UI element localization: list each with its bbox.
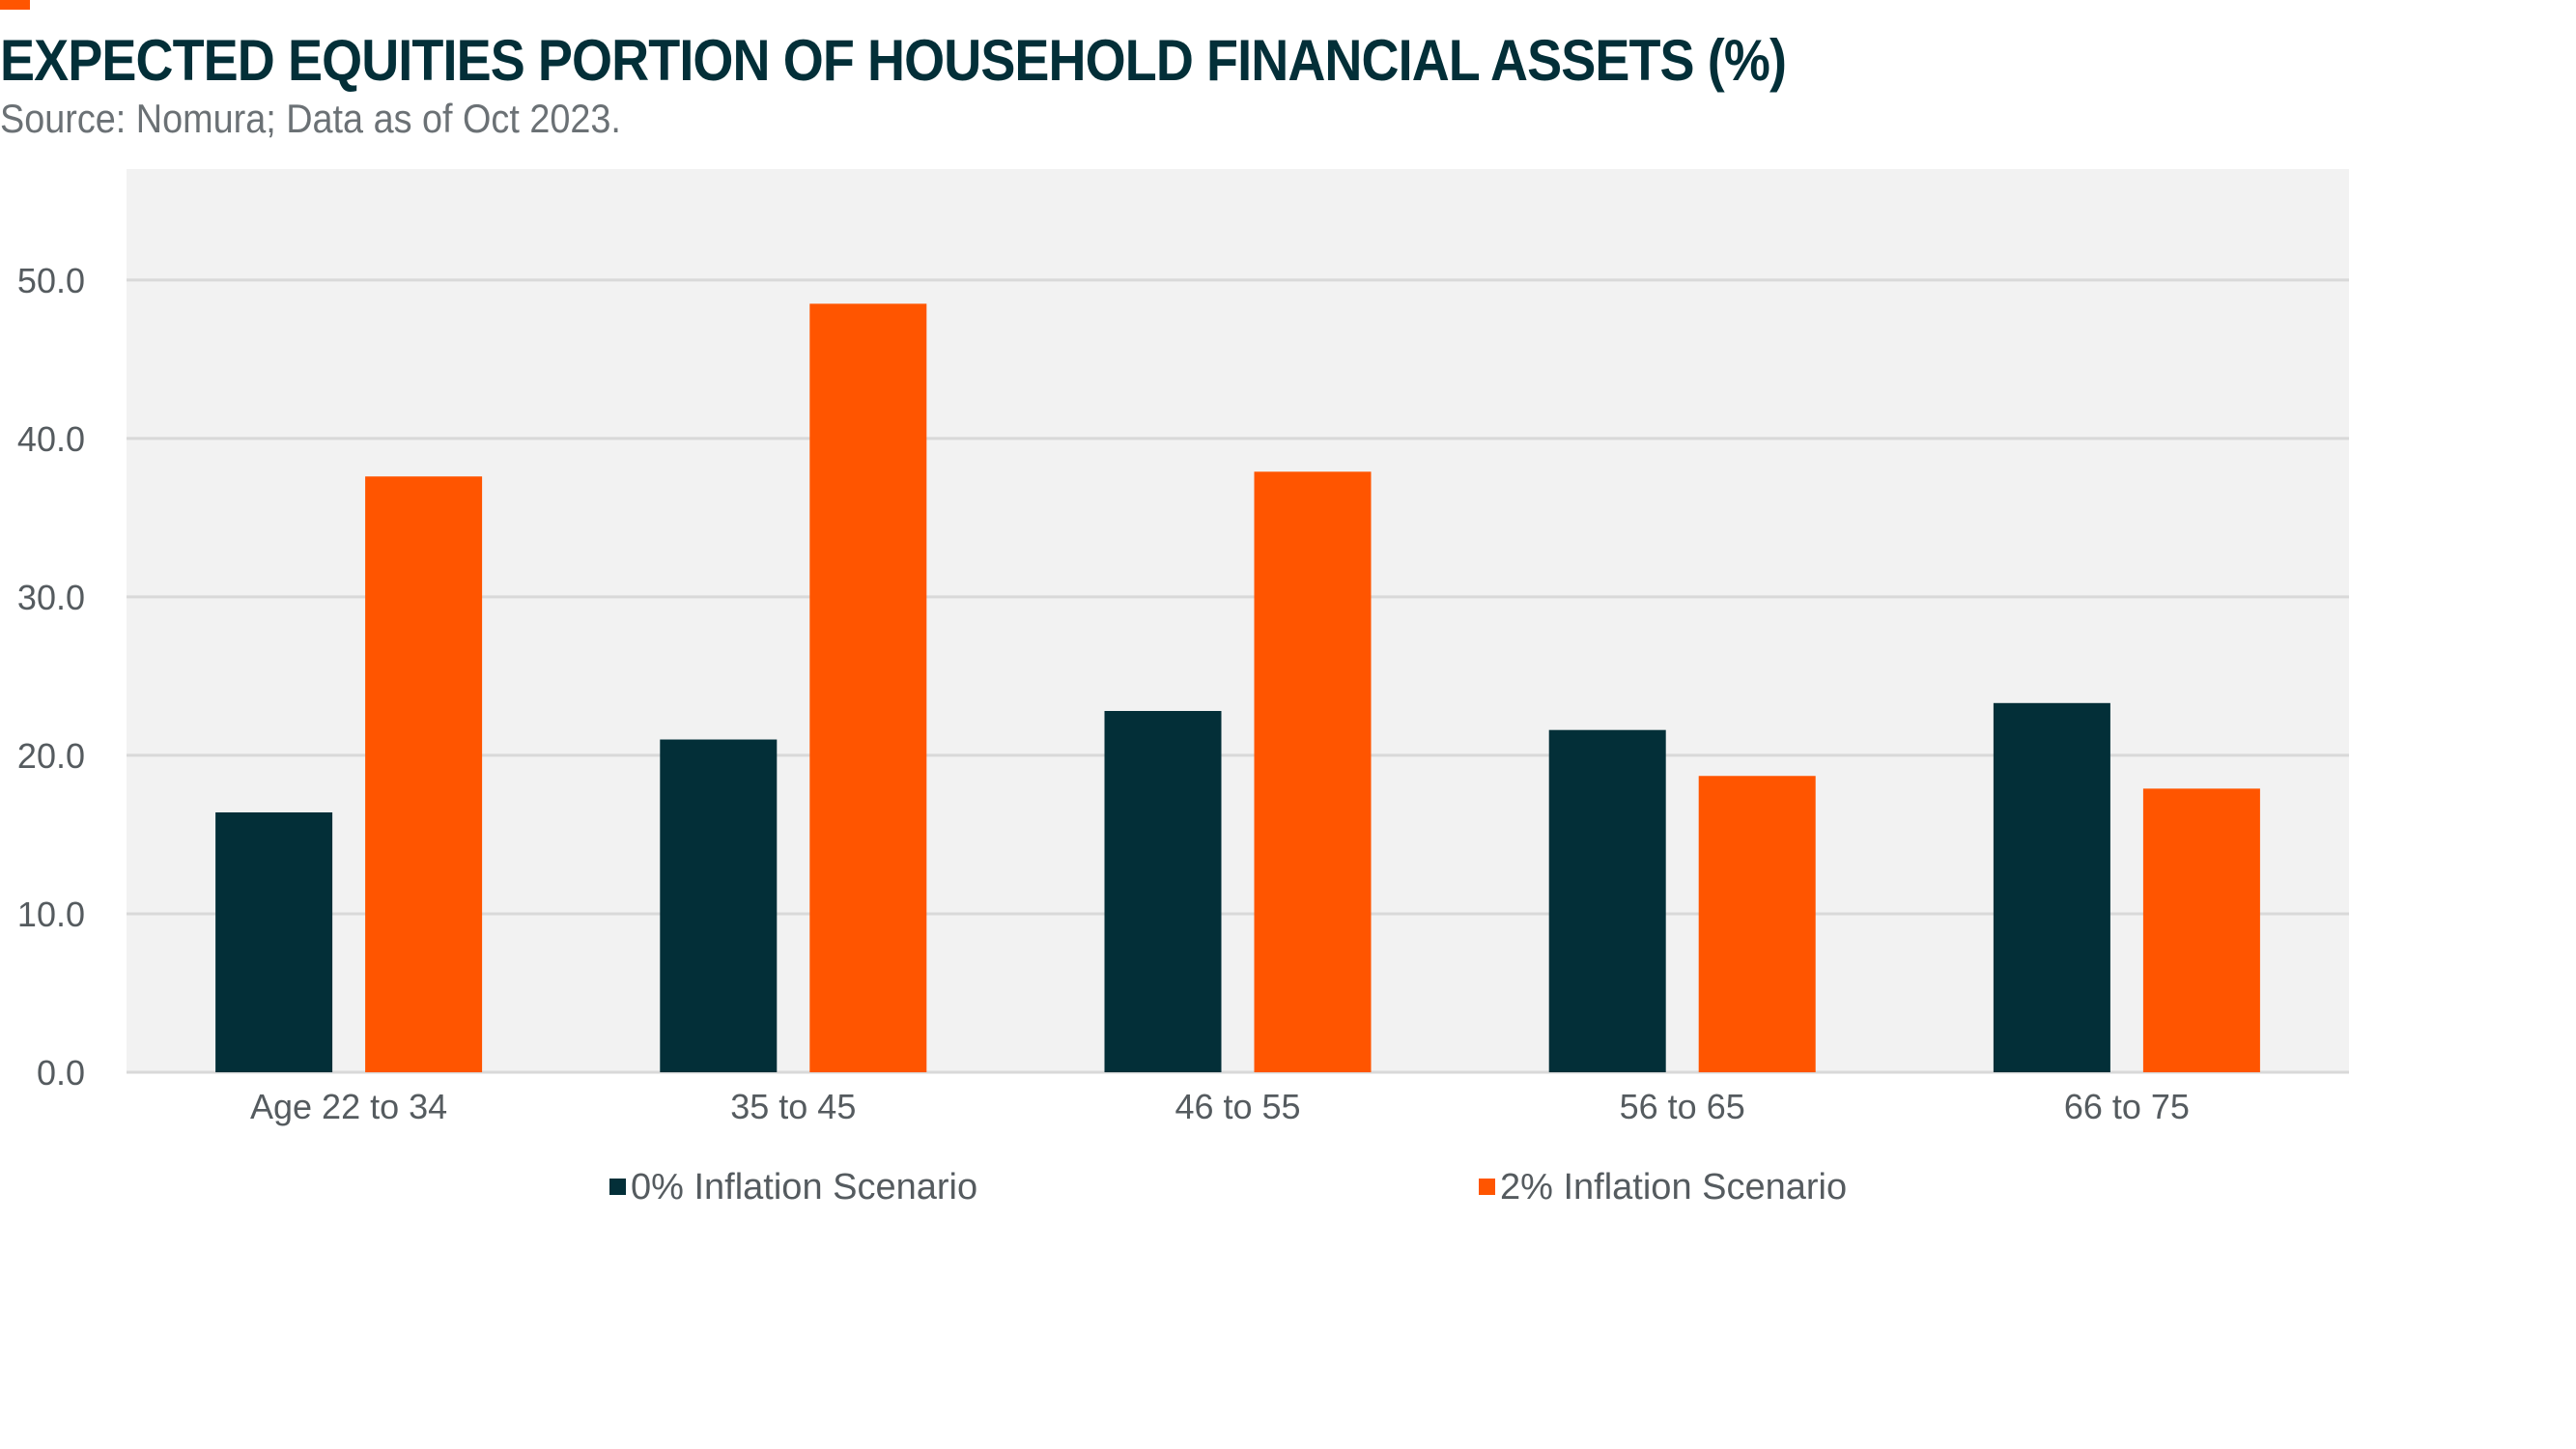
bar-series-1-category-2 xyxy=(1254,471,1372,1072)
bar-series-0-category-4 xyxy=(1993,702,2110,1072)
legend-swatch xyxy=(609,1179,626,1195)
bars xyxy=(215,303,2260,1073)
bar-series-0-category-2 xyxy=(1104,711,1222,1072)
plot-area xyxy=(127,169,2349,1072)
legend-item-0[interactable]: 0% Inflation Scenario xyxy=(609,1167,977,1208)
x-category-label: 46 to 55 xyxy=(1175,1087,1300,1126)
x-axis-categories: Age 22 to 34 35 to 45 46 to 55 56 to 65 66 t… xyxy=(250,1087,2190,1126)
legend-swatch xyxy=(1479,1179,1495,1195)
x-category-label: 66 to 75 xyxy=(2064,1087,2190,1126)
y-tick-label: 30.0 xyxy=(17,578,85,617)
y-tick-label: 10.0 xyxy=(17,895,85,934)
y-tick-label: 50.0 xyxy=(17,261,85,300)
x-category-label: 56 to 65 xyxy=(1620,1087,1745,1126)
bar-series-1-category-0 xyxy=(365,476,483,1073)
bar-series-0-category-1 xyxy=(660,739,778,1072)
y-tick-label: 40.0 xyxy=(17,419,85,459)
bar-series-1-category-1 xyxy=(809,303,927,1072)
x-category-label: 35 to 45 xyxy=(730,1087,856,1126)
legend[interactable]: 0% Inflation Scenario 2% Inflation Scenar… xyxy=(609,1167,1847,1208)
y-axis-ticks: 0.0 10.0 20.0 30.0 40.0 50.0 xyxy=(17,261,85,1093)
y-tick-label: 20.0 xyxy=(17,736,85,776)
legend-item-1[interactable]: 2% Inflation Scenario xyxy=(1479,1167,1847,1208)
x-category-label: Age 22 to 34 xyxy=(250,1087,447,1126)
gridlines xyxy=(127,278,2349,1074)
bar-series-0-category-3 xyxy=(1548,729,1666,1072)
bar-series-0-category-0 xyxy=(215,811,333,1072)
bar-series-1-category-3 xyxy=(1698,776,1816,1072)
bar-series-1-category-4 xyxy=(2142,788,2260,1072)
y-tick-label: 0.0 xyxy=(37,1053,85,1093)
accent-bar xyxy=(0,0,30,10)
chart-title: EXPECTED EQUITIES PORTION OF HOUSEHOLD F… xyxy=(0,28,1787,93)
chart-subtitle: Source: Nomura; Data as of Oct 2023. xyxy=(0,96,621,141)
legend-label: 2% Inflation Scenario xyxy=(1500,1167,1847,1208)
legend-label: 0% Inflation Scenario xyxy=(631,1167,977,1208)
